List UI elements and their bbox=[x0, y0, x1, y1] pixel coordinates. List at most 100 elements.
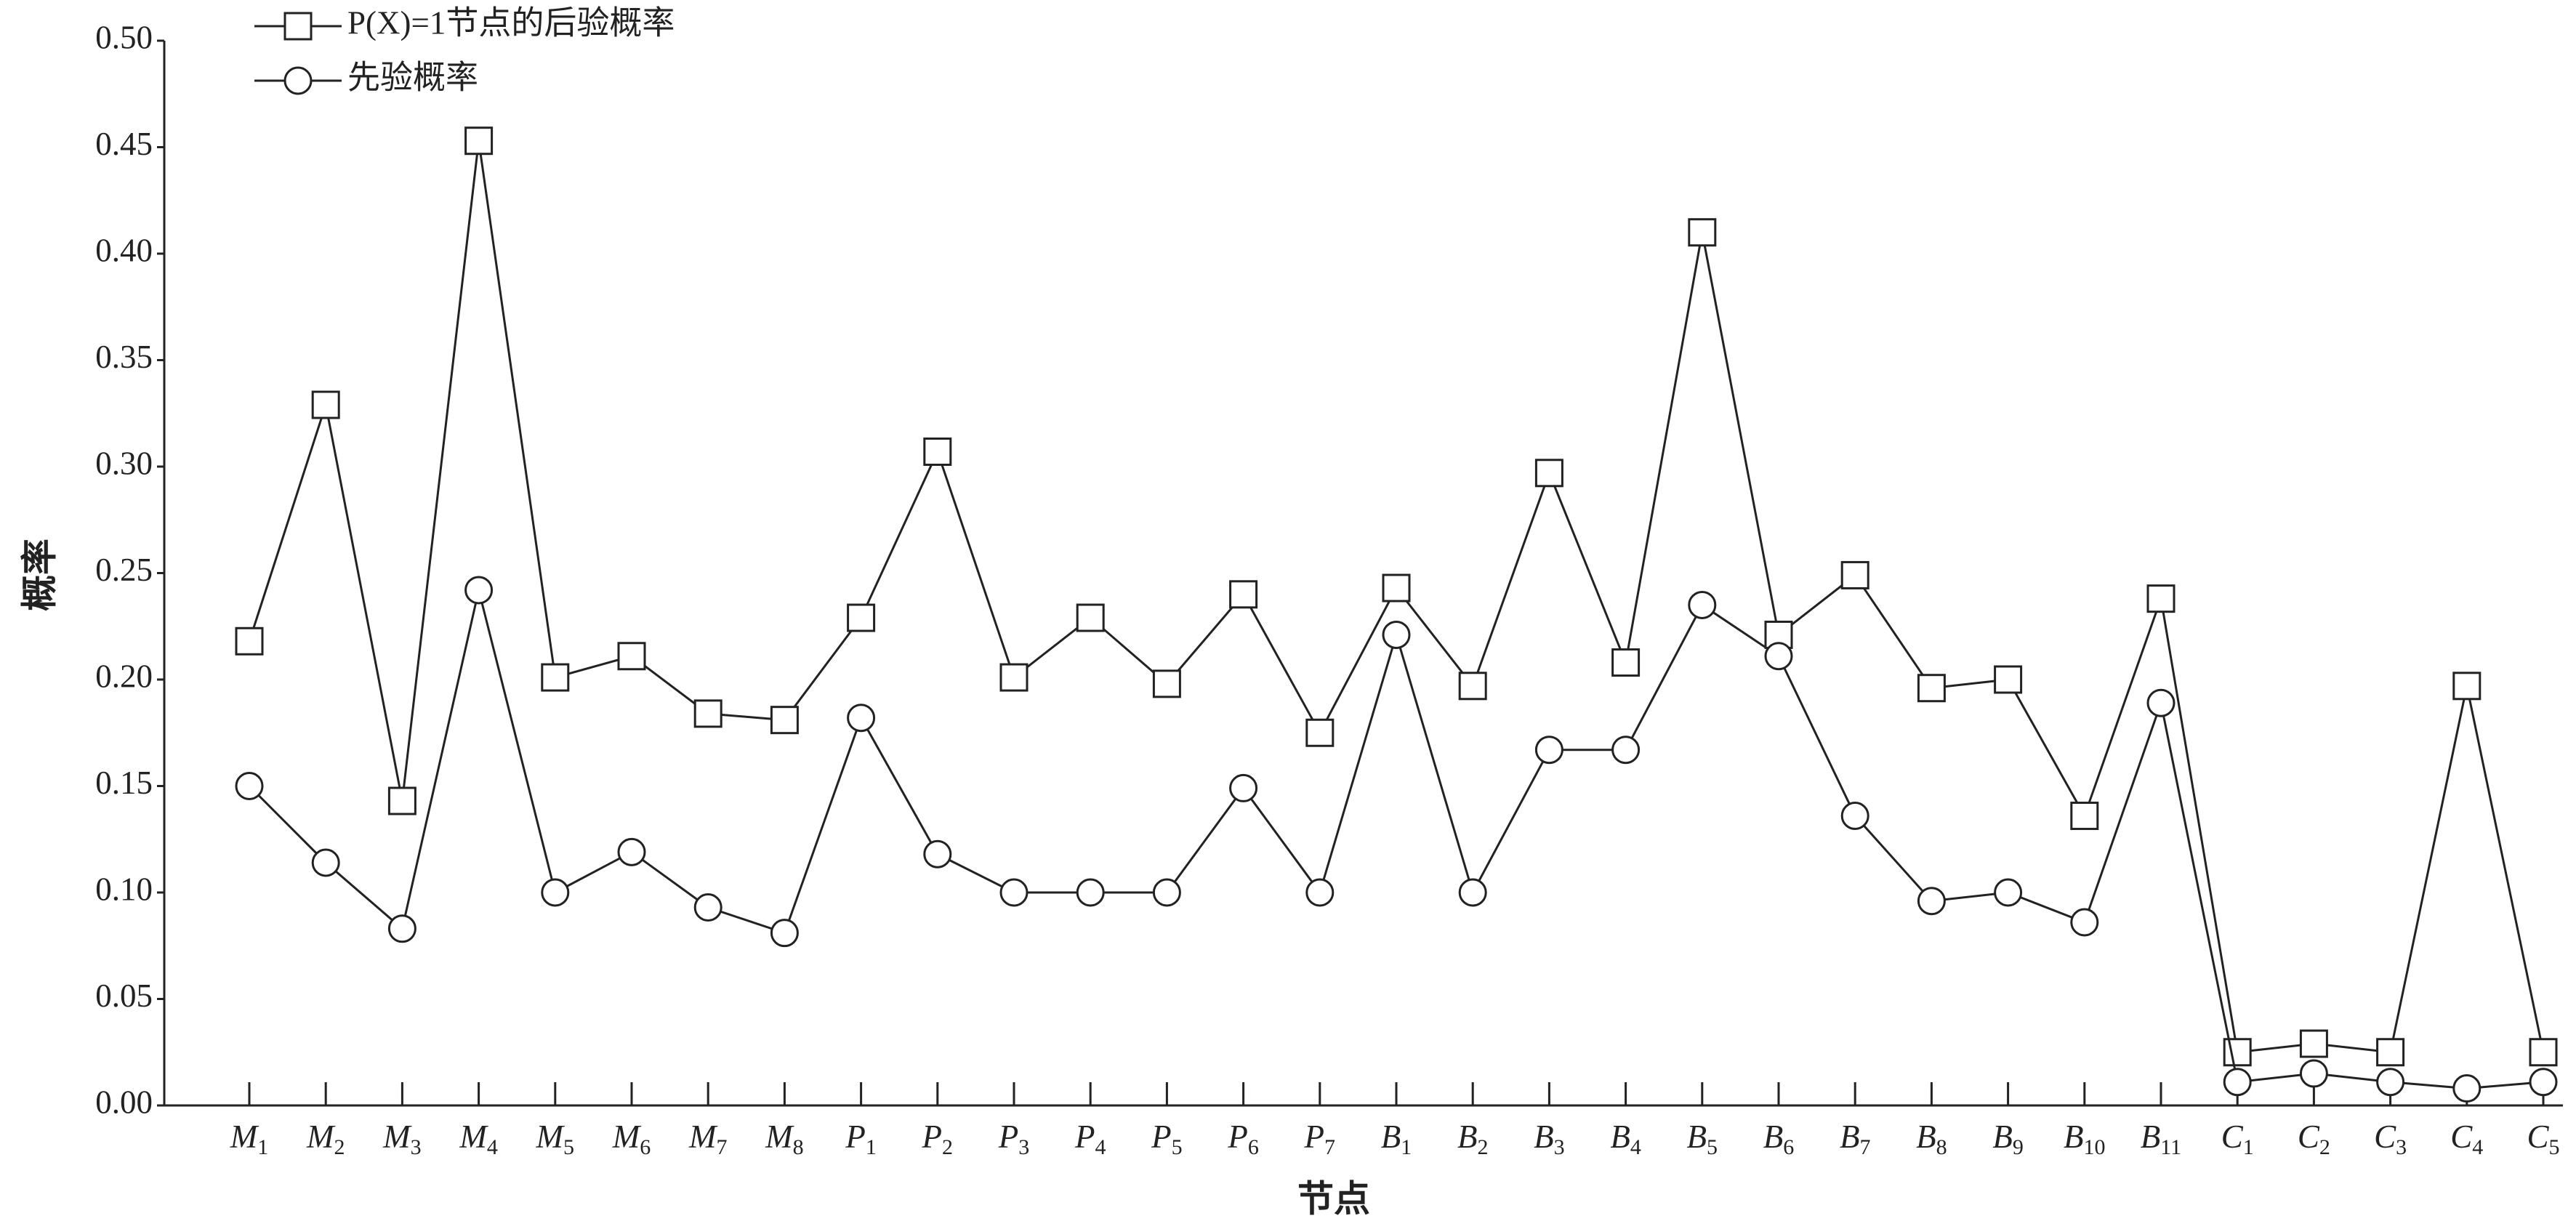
data-point bbox=[387, 914, 416, 943]
data-point bbox=[770, 706, 799, 735]
data-point bbox=[1076, 878, 1105, 907]
data-point bbox=[617, 837, 646, 866]
data-point bbox=[464, 576, 494, 605]
x-tick-label: B2 bbox=[1457, 1119, 1489, 1159]
data-point bbox=[2529, 1068, 2558, 1097]
data-point bbox=[1534, 459, 1563, 488]
data-point bbox=[1152, 878, 1181, 907]
y-tick-label: 0.50 bbox=[95, 19, 153, 55]
x-tick-label: M5 bbox=[536, 1119, 575, 1159]
y-tick-label: 0.20 bbox=[95, 658, 153, 694]
y-tick-label: 0.05 bbox=[95, 978, 153, 1014]
x-axis-label: 节点 bbox=[1297, 1178, 1370, 1219]
x-tick-label: P2 bbox=[922, 1119, 954, 1159]
data-point bbox=[2376, 1038, 2405, 1067]
x-tick-label: P3 bbox=[998, 1119, 1030, 1159]
data-point bbox=[1152, 669, 1181, 698]
data-point bbox=[1688, 218, 1717, 247]
data-point bbox=[1917, 887, 1946, 916]
data-point bbox=[235, 772, 264, 800]
data-point bbox=[541, 663, 570, 692]
x-tick-label: M2 bbox=[306, 1119, 345, 1159]
x-tick-label: P5 bbox=[1151, 1119, 1183, 1159]
data-point bbox=[2452, 672, 2482, 701]
y-axis-label: 概率 bbox=[19, 539, 60, 611]
data-point bbox=[464, 126, 494, 156]
data-point bbox=[1382, 620, 1411, 649]
data-point bbox=[2223, 1068, 2252, 1097]
y-tick-label: 0.35 bbox=[95, 339, 153, 375]
x-tick-label: B1 bbox=[1381, 1119, 1412, 1159]
data-point bbox=[1229, 773, 1258, 802]
data-point bbox=[847, 603, 876, 632]
x-tick-label: M4 bbox=[459, 1119, 498, 1159]
data-point bbox=[2529, 1038, 2558, 1067]
x-tick-label: P7 bbox=[1304, 1119, 1336, 1159]
x-tick-label: C5 bbox=[2527, 1119, 2559, 1159]
y-tick-label: 0.10 bbox=[95, 871, 153, 907]
x-tick-label: C2 bbox=[2298, 1119, 2330, 1159]
x-tick-label: M6 bbox=[612, 1119, 651, 1159]
x-tick-label: B11 bbox=[2141, 1119, 2181, 1159]
x-tick-label: P4 bbox=[1074, 1119, 1106, 1159]
data-point bbox=[1534, 736, 1563, 765]
x-tick-label: B8 bbox=[1916, 1119, 1947, 1159]
data-point bbox=[1688, 590, 1717, 619]
data-point bbox=[693, 699, 723, 728]
x-tick-label: B10 bbox=[2064, 1119, 2106, 1159]
data-point bbox=[2299, 1029, 2328, 1058]
x-tick-label: C3 bbox=[2374, 1119, 2407, 1159]
y-tick-label: 0.45 bbox=[95, 126, 153, 162]
data-point bbox=[1305, 718, 1335, 747]
data-point bbox=[1229, 580, 1258, 609]
legend-label: P(X)=1节点的后验概率 bbox=[347, 4, 675, 41]
data-point bbox=[235, 626, 264, 656]
data-point bbox=[2070, 908, 2099, 937]
data-point bbox=[2376, 1068, 2405, 1097]
y-tick-label: 0.25 bbox=[95, 552, 153, 588]
x-tick-label: B9 bbox=[1992, 1119, 2024, 1159]
x-tick-label: C1 bbox=[2221, 1119, 2254, 1159]
data-point bbox=[1840, 560, 1869, 589]
data-point bbox=[2223, 1038, 2252, 1067]
x-tick-label: B4 bbox=[1610, 1119, 1641, 1159]
data-point bbox=[923, 437, 952, 466]
x-tick-label: B6 bbox=[1763, 1119, 1795, 1159]
data-point bbox=[1917, 674, 1946, 703]
data-point bbox=[311, 848, 340, 877]
legend-marker bbox=[283, 66, 313, 95]
y-tick-label: 0.30 bbox=[95, 445, 153, 481]
data-point bbox=[693, 893, 723, 922]
series-line bbox=[248, 589, 2544, 1090]
y-tick-label: 0.40 bbox=[95, 232, 153, 268]
data-point bbox=[1305, 878, 1335, 907]
data-point bbox=[1382, 573, 1411, 603]
x-tick-label: M7 bbox=[688, 1119, 728, 1159]
data-point bbox=[1994, 878, 2023, 907]
data-point bbox=[2146, 584, 2175, 613]
data-point bbox=[1994, 665, 2023, 694]
data-point bbox=[617, 642, 646, 671]
data-point bbox=[770, 919, 799, 948]
data-point bbox=[1840, 802, 1869, 831]
x-tick-label: M8 bbox=[765, 1119, 804, 1159]
data-point bbox=[999, 878, 1029, 907]
data-point bbox=[847, 704, 876, 733]
x-tick-label: B7 bbox=[1840, 1119, 1871, 1159]
x-tick-label: P6 bbox=[1227, 1119, 1259, 1159]
data-point bbox=[999, 663, 1029, 692]
x-tick-label: B5 bbox=[1687, 1119, 1718, 1159]
data-point bbox=[1458, 672, 1487, 701]
data-point bbox=[2146, 688, 2175, 717]
data-point bbox=[1076, 603, 1105, 632]
data-point bbox=[923, 839, 952, 869]
data-point bbox=[1611, 648, 1641, 677]
legend-marker bbox=[283, 12, 313, 41]
data-point bbox=[541, 878, 570, 907]
x-tick-label: M1 bbox=[230, 1119, 269, 1159]
data-point bbox=[1764, 642, 1793, 671]
data-point bbox=[1611, 736, 1641, 765]
legend-label: 先验概率 bbox=[347, 59, 478, 95]
data-point bbox=[311, 390, 340, 419]
